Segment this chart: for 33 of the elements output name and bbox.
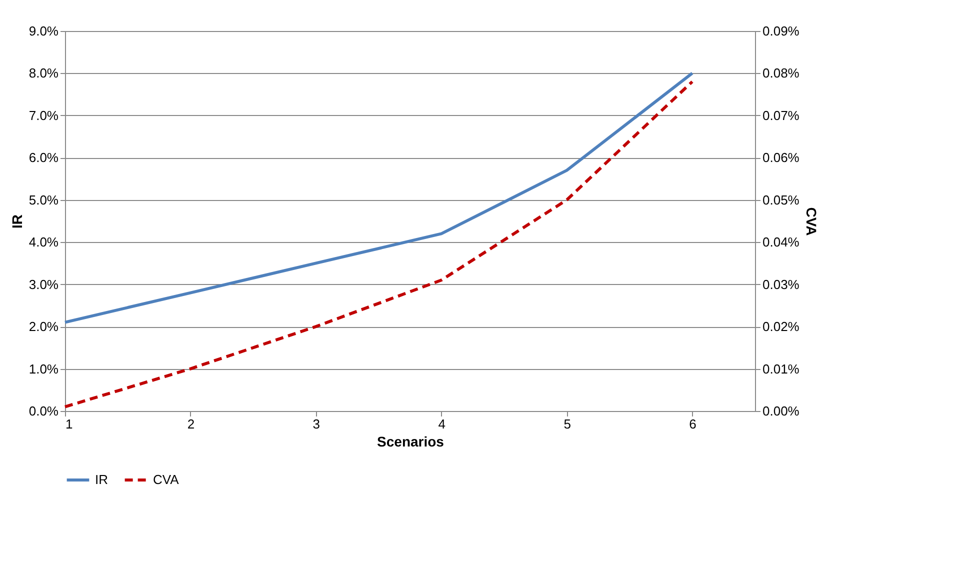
y-tick-label: 8.0% bbox=[28, 66, 59, 81]
line-series bbox=[64, 80, 694, 408]
y-tick-label: 7.0% bbox=[28, 108, 59, 123]
y-tick-label: 2.0% bbox=[28, 319, 59, 334]
y2-tick-label: 0.04% bbox=[762, 234, 800, 250]
y-axis-title: IR bbox=[8, 214, 25, 228]
y-tick-label: 3.0% bbox=[28, 276, 59, 292]
y2-tick-label: 0.03% bbox=[762, 276, 800, 292]
y2-tick-label: 0.06% bbox=[762, 150, 800, 166]
y2-axis-title: CVA bbox=[803, 207, 820, 236]
y-tick-label: 0.0% bbox=[28, 404, 59, 418]
y2-tick-label: 0.00% bbox=[762, 404, 800, 418]
y-tick-label: 1.0% bbox=[28, 361, 59, 376]
y-tick-label: 4.0% bbox=[28, 234, 59, 250]
y-tick-label: 5.0% bbox=[28, 192, 59, 208]
y-tick-label: 6.0% bbox=[28, 150, 59, 166]
x-tick-label: 4 bbox=[438, 416, 446, 432]
y-tick-label: 9.0% bbox=[28, 24, 59, 38]
y2-tick-label: 0.05% bbox=[762, 192, 800, 208]
x-tick-label: 6 bbox=[689, 416, 696, 432]
x-tick-label: 5 bbox=[564, 416, 571, 432]
x-tick-label: 1 bbox=[66, 416, 73, 432]
x-tick-label: 3 bbox=[312, 416, 320, 432]
y2-tick-label: 0.01% bbox=[762, 361, 800, 376]
y2-tick-label: 0.07% bbox=[762, 108, 800, 123]
y2-tick-label: 0.09% bbox=[762, 24, 800, 38]
y2-tick-label: 0.02% bbox=[762, 319, 800, 334]
legend-label: IR bbox=[95, 472, 108, 487]
legend-label: CVA bbox=[153, 472, 180, 487]
line-series bbox=[64, 72, 694, 324]
y2-tick-label: 0.08% bbox=[762, 66, 800, 81]
x-tick-label: 2 bbox=[187, 416, 195, 432]
x-axis-title: Scenarios bbox=[377, 434, 444, 450]
